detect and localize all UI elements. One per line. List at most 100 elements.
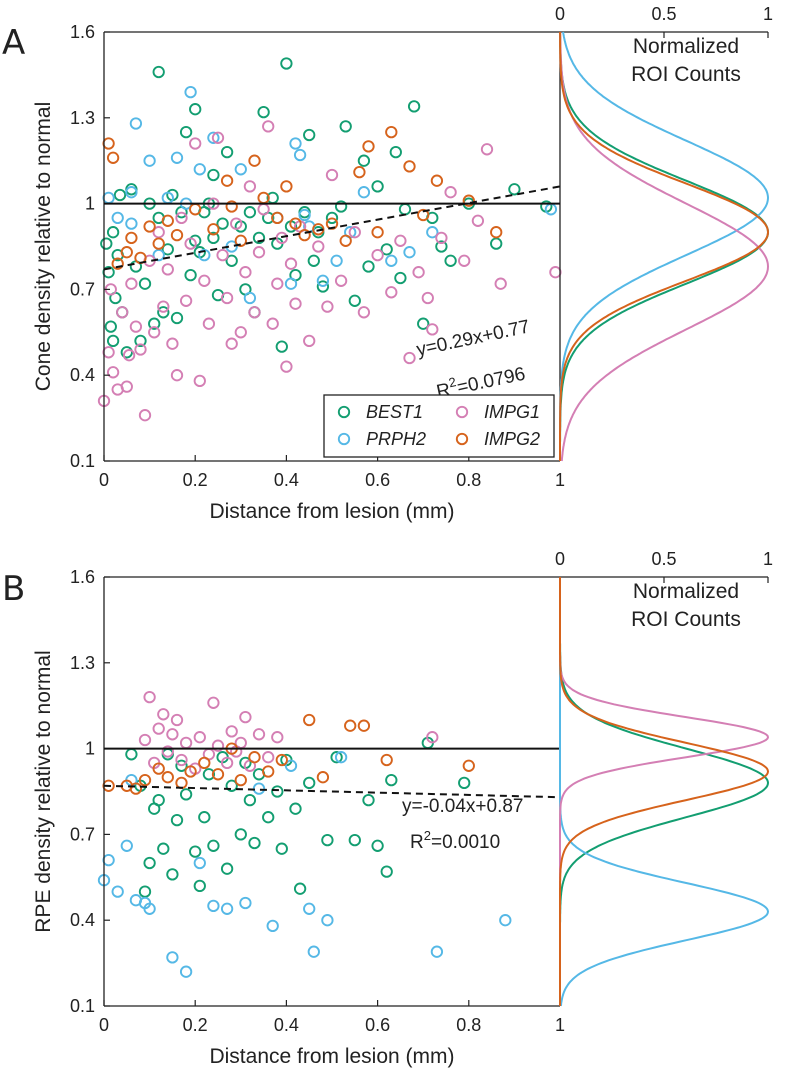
y-tick-label: 1.3 [70, 653, 95, 673]
data-point [490, 237, 503, 250]
data-point [122, 349, 136, 362]
data-point [307, 945, 320, 958]
data-point [385, 125, 398, 139]
data-point [239, 896, 252, 910]
x-tick-label: 1 [555, 470, 565, 490]
data-point [125, 186, 138, 199]
data-point [225, 725, 238, 738]
data-point [262, 811, 275, 824]
data-point [271, 277, 284, 290]
data-point [179, 736, 193, 750]
data-point [239, 266, 252, 279]
legend-marker [455, 432, 469, 446]
y-tick-label: 1.6 [70, 567, 95, 587]
data-point [280, 180, 293, 193]
data-point [170, 311, 184, 325]
data-point [394, 234, 407, 247]
data-point [248, 836, 261, 850]
data-point [161, 263, 174, 276]
data-point [321, 300, 334, 313]
y-tick-label: 1 [85, 194, 95, 214]
data-point [207, 168, 220, 182]
data-point [348, 226, 361, 239]
data-point [207, 231, 220, 245]
density-curve-IMPG2 [559, 32, 770, 461]
data-point [499, 914, 512, 927]
y-tick-label: 0.1 [70, 451, 95, 471]
data-point [298, 208, 311, 222]
data-point [243, 206, 257, 219]
data-point [211, 739, 225, 752]
x-tick-label: 0.2 [183, 470, 208, 490]
data-point [166, 868, 179, 881]
data-point [161, 243, 174, 256]
data-point [371, 248, 384, 262]
data-point [120, 839, 133, 852]
data-point [380, 753, 393, 767]
data-point [166, 337, 179, 350]
density-tick-label: 0.5 [651, 4, 676, 24]
data-point [157, 306, 170, 319]
data-point [293, 882, 307, 895]
data-point [289, 297, 302, 310]
data-point [353, 165, 366, 179]
data-point [189, 103, 202, 116]
data-point [116, 306, 129, 319]
data-point [257, 203, 270, 216]
data-point [106, 334, 120, 348]
data-point [252, 782, 266, 795]
data-point [334, 274, 348, 287]
data-point [234, 828, 247, 841]
data-point [248, 751, 261, 764]
data-point [444, 186, 457, 199]
data-point [430, 174, 444, 187]
data-point [170, 713, 184, 727]
density-tick-label: 1 [763, 549, 773, 569]
data-point [334, 751, 348, 764]
data-point [403, 246, 416, 259]
data-point [175, 759, 188, 772]
data-point [243, 793, 257, 807]
data-point [143, 690, 156, 704]
data-point [412, 266, 425, 279]
data-point [111, 257, 124, 270]
data-point [380, 865, 393, 878]
data-point [357, 306, 371, 319]
data-point [202, 317, 216, 330]
data-point [184, 85, 197, 99]
data-point [225, 254, 238, 267]
x-tick-label: 0.6 [365, 470, 390, 490]
data-point [113, 188, 127, 202]
x-tick-label: 0.4 [274, 1015, 299, 1035]
data-point [357, 154, 371, 167]
data-point [257, 105, 270, 119]
data-point [220, 291, 234, 305]
x-tick-label: 0.6 [365, 1015, 390, 1035]
data-point [289, 802, 302, 815]
data-point [458, 776, 471, 790]
density-curve-IMPG1 [559, 32, 770, 462]
data-point [494, 277, 507, 290]
data-point [207, 696, 220, 709]
data-point [316, 771, 330, 784]
legend-box [323, 394, 555, 458]
data-point [148, 326, 161, 339]
data-point [307, 254, 320, 267]
x-tick-label: 0.8 [456, 1015, 481, 1035]
data-point [316, 274, 330, 287]
data-point [184, 765, 197, 778]
data-point [202, 768, 216, 781]
legend-marker [337, 432, 351, 446]
data-point [193, 856, 206, 870]
data-point [348, 833, 361, 847]
data-point [458, 254, 471, 267]
data-point [125, 217, 138, 230]
data-point [371, 226, 384, 239]
data-point [106, 151, 120, 164]
data-point [357, 186, 371, 199]
data-point [303, 334, 316, 348]
data-point [198, 811, 211, 824]
data-point [339, 234, 352, 247]
data-point [157, 842, 170, 855]
data-point [106, 366, 120, 379]
